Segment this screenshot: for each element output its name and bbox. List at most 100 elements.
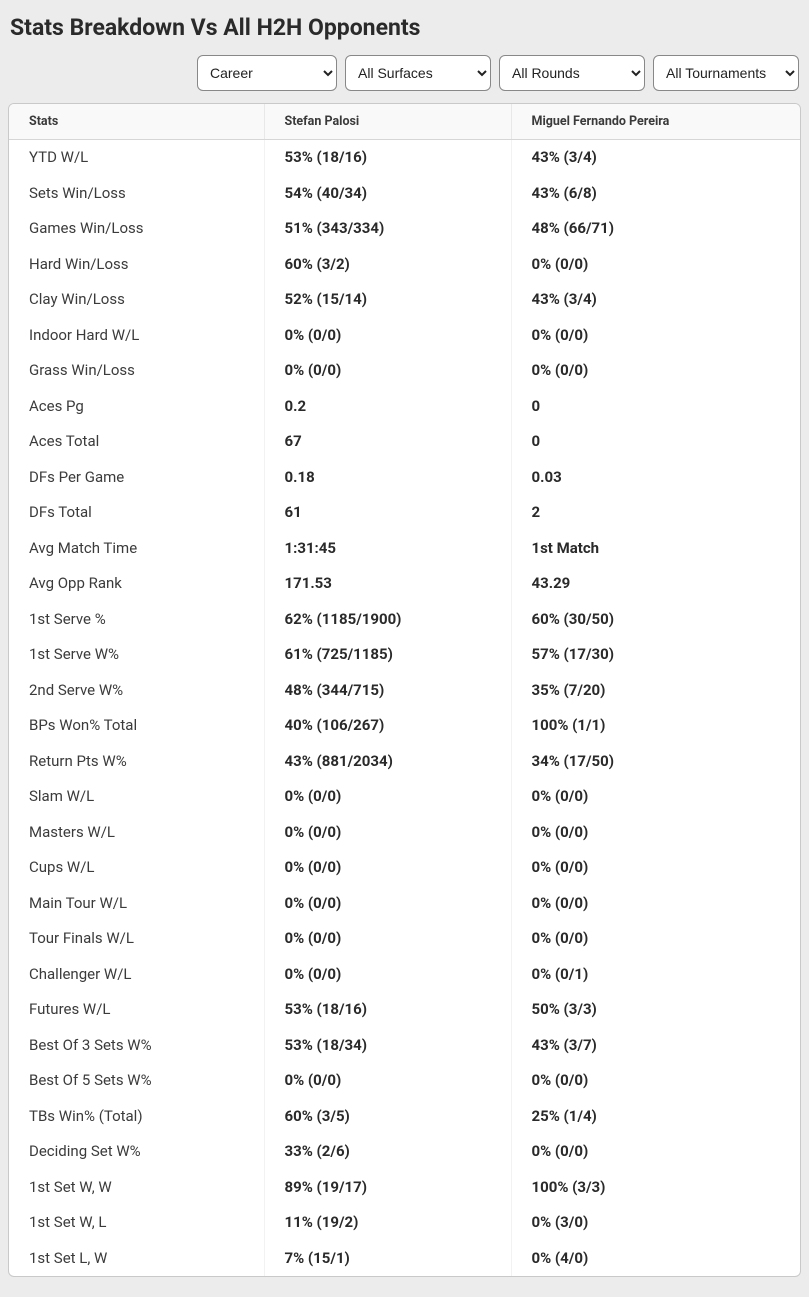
stat-label: Challenger W/L bbox=[9, 957, 264, 993]
player2-value: 1st Match bbox=[511, 531, 800, 567]
player1-value: 67 bbox=[264, 424, 511, 460]
stat-label: Grass Win/Loss bbox=[9, 353, 264, 389]
stat-label: Games Win/Loss bbox=[9, 211, 264, 247]
filter-surface[interactable]: All Surfaces bbox=[345, 55, 491, 91]
player1-value: 33% (2/6) bbox=[264, 1134, 511, 1170]
page: Stats Breakdown Vs All H2H Opponents Car… bbox=[0, 0, 809, 1297]
filter-tournament[interactable]: All Tournaments bbox=[653, 55, 799, 91]
stat-label: Hard Win/Loss bbox=[9, 247, 264, 283]
stat-label: Best Of 3 Sets W% bbox=[9, 1028, 264, 1064]
player1-value: 171.53 bbox=[264, 566, 511, 602]
player2-value: 0% (3/0) bbox=[511, 1205, 800, 1241]
player1-value: 11% (19/2) bbox=[264, 1205, 511, 1241]
player2-value: 35% (7/20) bbox=[511, 673, 800, 709]
table-row: BPs Won% Total40% (106/267)100% (1/1) bbox=[9, 708, 800, 744]
player1-value: 61 bbox=[264, 495, 511, 531]
stat-label: Main Tour W/L bbox=[9, 886, 264, 922]
col-header-player1: Stefan Palosi bbox=[264, 104, 511, 140]
table-row: Clay Win/Loss52% (15/14)43% (3/4) bbox=[9, 282, 800, 318]
player2-value: 0% (0/0) bbox=[511, 850, 800, 886]
player2-value: 0% (4/0) bbox=[511, 1241, 800, 1277]
stat-label: Return Pts W% bbox=[9, 744, 264, 780]
player1-value: 43% (881/2034) bbox=[264, 744, 511, 780]
player2-value: 0% (0/0) bbox=[511, 318, 800, 354]
stat-label: Avg Match Time bbox=[9, 531, 264, 567]
player1-value: 89% (19/17) bbox=[264, 1170, 511, 1206]
player2-value: 43% (6/8) bbox=[511, 176, 800, 212]
player2-value: 50% (3/3) bbox=[511, 992, 800, 1028]
stat-label: 1st Set L, W bbox=[9, 1241, 264, 1277]
stats-table-body: YTD W/L53% (18/16)43% (3/4)Sets Win/Loss… bbox=[9, 140, 800, 1277]
table-row: Slam W/L0% (0/0)0% (0/0) bbox=[9, 779, 800, 815]
player2-value: 0% (0/0) bbox=[511, 1134, 800, 1170]
table-row: Avg Match Time1:31:451st Match bbox=[9, 531, 800, 567]
table-row: Sets Win/Loss54% (40/34)43% (6/8) bbox=[9, 176, 800, 212]
table-row: 1st Serve %62% (1185/1900)60% (30/50) bbox=[9, 602, 800, 638]
table-row: Games Win/Loss51% (343/334)48% (66/71) bbox=[9, 211, 800, 247]
stat-label: Aces Total bbox=[9, 424, 264, 460]
player2-value: 0 bbox=[511, 424, 800, 460]
player2-value: 0% (0/0) bbox=[511, 1063, 800, 1099]
player1-value: 0% (0/0) bbox=[264, 886, 511, 922]
player2-value: 0% (0/0) bbox=[511, 921, 800, 957]
table-row: Indoor Hard W/L0% (0/0)0% (0/0) bbox=[9, 318, 800, 354]
player2-value: 0% (0/0) bbox=[511, 886, 800, 922]
player1-value: 54% (40/34) bbox=[264, 176, 511, 212]
player2-value: 43% (3/4) bbox=[511, 140, 800, 176]
page-title: Stats Breakdown Vs All H2H Opponents bbox=[10, 14, 801, 41]
stat-label: 1st Set W, W bbox=[9, 1170, 264, 1206]
player1-value: 1:31:45 bbox=[264, 531, 511, 567]
table-row: Hard Win/Loss60% (3/2)0% (0/0) bbox=[9, 247, 800, 283]
stat-label: Masters W/L bbox=[9, 815, 264, 851]
player1-value: 0% (0/0) bbox=[264, 1063, 511, 1099]
player2-value: 2 bbox=[511, 495, 800, 531]
stat-label: Slam W/L bbox=[9, 779, 264, 815]
player1-value: 7% (15/1) bbox=[264, 1241, 511, 1277]
table-row: Best Of 3 Sets W%53% (18/34)43% (3/7) bbox=[9, 1028, 800, 1064]
player1-value: 53% (18/16) bbox=[264, 140, 511, 176]
col-header-stats: Stats bbox=[9, 104, 264, 140]
player1-value: 53% (18/16) bbox=[264, 992, 511, 1028]
table-header-row: Stats Stefan Palosi Miguel Fernando Pere… bbox=[9, 104, 800, 140]
stat-label: Sets Win/Loss bbox=[9, 176, 264, 212]
player2-value: 34% (17/50) bbox=[511, 744, 800, 780]
table-row: Cups W/L0% (0/0)0% (0/0) bbox=[9, 850, 800, 886]
player2-value: 100% (1/1) bbox=[511, 708, 800, 744]
player2-value: 0% (0/0) bbox=[511, 815, 800, 851]
stat-label: 1st Serve W% bbox=[9, 637, 264, 673]
stat-label: Best Of 5 Sets W% bbox=[9, 1063, 264, 1099]
player1-value: 0% (0/0) bbox=[264, 318, 511, 354]
stat-label: Tour Finals W/L bbox=[9, 921, 264, 957]
table-row: Grass Win/Loss0% (0/0)0% (0/0) bbox=[9, 353, 800, 389]
player2-value: 100% (3/3) bbox=[511, 1170, 800, 1206]
table-row: Return Pts W%43% (881/2034)34% (17/50) bbox=[9, 744, 800, 780]
player1-value: 53% (18/34) bbox=[264, 1028, 511, 1064]
player1-value: 0.18 bbox=[264, 460, 511, 496]
player2-value: 57% (17/30) bbox=[511, 637, 800, 673]
table-row: YTD W/L53% (18/16)43% (3/4) bbox=[9, 140, 800, 176]
player2-value: 0.03 bbox=[511, 460, 800, 496]
filter-round[interactable]: All Rounds bbox=[499, 55, 645, 91]
table-row: 2nd Serve W%48% (344/715)35% (7/20) bbox=[9, 673, 800, 709]
stat-label: TBs Win% (Total) bbox=[9, 1099, 264, 1135]
filter-bar: Career All Surfaces All Rounds All Tourn… bbox=[8, 55, 801, 91]
table-row: 1st Set L, W7% (15/1)0% (4/0) bbox=[9, 1241, 800, 1277]
player1-value: 0% (0/0) bbox=[264, 850, 511, 886]
player1-value: 0% (0/0) bbox=[264, 921, 511, 957]
player2-value: 0% (0/0) bbox=[511, 779, 800, 815]
player1-value: 61% (725/1185) bbox=[264, 637, 511, 673]
filter-period[interactable]: Career bbox=[197, 55, 337, 91]
table-row: Futures W/L53% (18/16)50% (3/3) bbox=[9, 992, 800, 1028]
table-row: DFs Per Game0.180.03 bbox=[9, 460, 800, 496]
player2-value: 0 bbox=[511, 389, 800, 425]
table-row: Tour Finals W/L0% (0/0)0% (0/0) bbox=[9, 921, 800, 957]
player1-value: 51% (343/334) bbox=[264, 211, 511, 247]
player2-value: 0% (0/0) bbox=[511, 353, 800, 389]
stat-label: Indoor Hard W/L bbox=[9, 318, 264, 354]
player2-value: 0% (0/1) bbox=[511, 957, 800, 993]
table-row: Aces Total670 bbox=[9, 424, 800, 460]
table-row: Aces Pg0.20 bbox=[9, 389, 800, 425]
player1-value: 60% (3/2) bbox=[264, 247, 511, 283]
player1-value: 0% (0/0) bbox=[264, 353, 511, 389]
player1-value: 0.2 bbox=[264, 389, 511, 425]
